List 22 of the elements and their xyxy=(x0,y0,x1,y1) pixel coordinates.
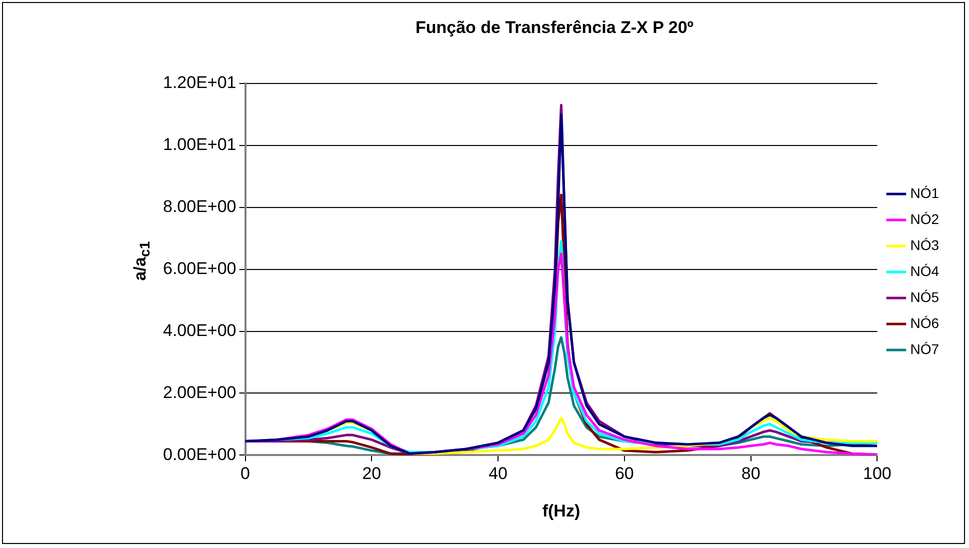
x-tick-label: 80 xyxy=(741,464,760,484)
y-tick-label: 1.20E+01 xyxy=(162,73,236,92)
y-tick-label: 0.00E+00 xyxy=(162,444,236,464)
legend-label: NÓ3 xyxy=(910,236,940,253)
legend-label: NÓ6 xyxy=(910,314,940,331)
legend-label: NÓ1 xyxy=(910,184,940,201)
y-tick-label: 4.00E+00 xyxy=(162,320,236,340)
y-tick-label: 2.00E+00 xyxy=(162,382,236,402)
legend-label: NÓ4 xyxy=(910,262,940,279)
x-tick-label: 0 xyxy=(240,464,250,484)
y-tick-label: 8.00E+00 xyxy=(162,197,236,216)
x-tick-label: 100 xyxy=(863,464,892,484)
legend-label: NÓ7 xyxy=(910,340,940,357)
legend-label: NÓ2 xyxy=(910,210,940,227)
y-tick-label: 1.00E+01 xyxy=(162,135,236,154)
chart-title: Função de Transferência Z-X P 20º xyxy=(416,18,694,37)
x-tick-label: 20 xyxy=(362,464,382,484)
x-axis-title: f(Hz) xyxy=(542,501,580,520)
y-tick-label: 6.00E+00 xyxy=(162,258,236,278)
x-tick-label: 40 xyxy=(488,464,508,484)
x-tick-label: 60 xyxy=(614,464,634,484)
legend-label: NÓ5 xyxy=(910,288,940,305)
